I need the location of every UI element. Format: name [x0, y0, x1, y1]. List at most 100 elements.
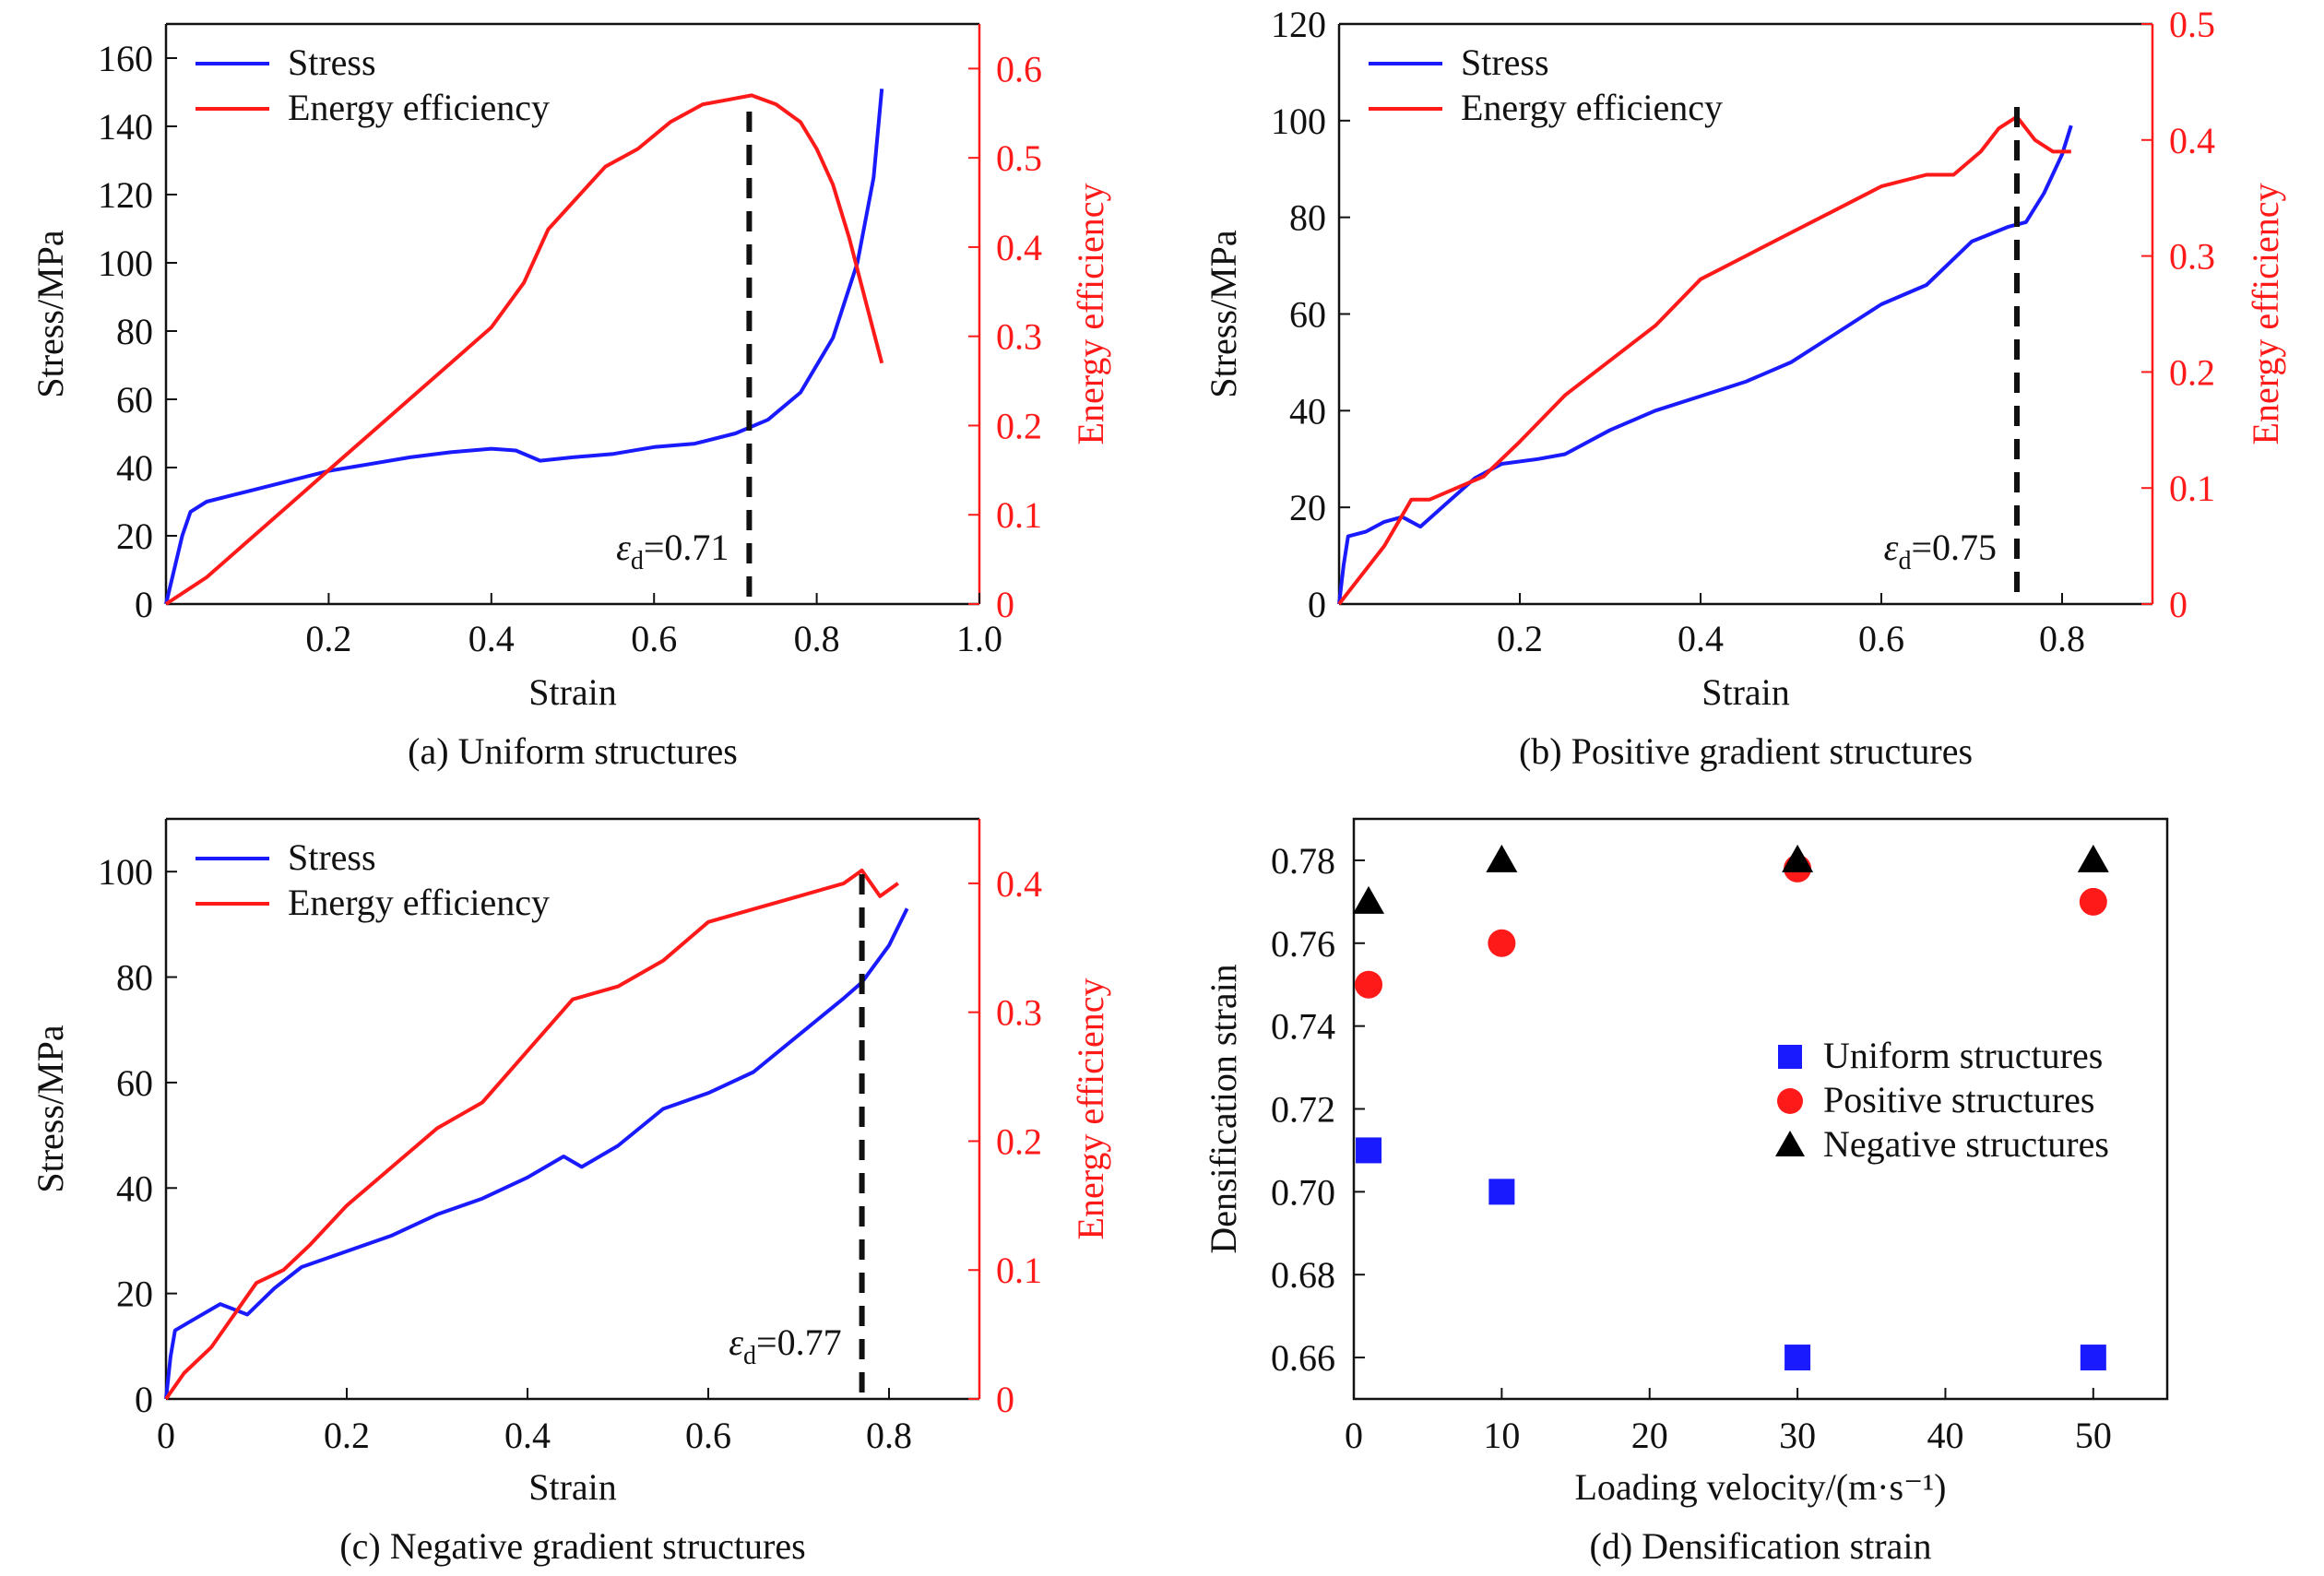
y2-tick-label: 0.4 — [996, 863, 1042, 905]
stress-line — [164, 907, 909, 1400]
y-tick-label: 20 — [116, 1274, 153, 1315]
y2-tick-label: 0.5 — [996, 137, 1042, 179]
x-tick-label: 0 — [157, 1415, 175, 1456]
densification-annotation: εd=0.71 — [616, 527, 729, 575]
legend-label: Stress — [288, 41, 376, 83]
y-tick-label: 0.66 — [1271, 1337, 1335, 1379]
x-tick-label: 0 — [1345, 1415, 1363, 1456]
y2-tick-label: 0 — [2169, 584, 2188, 625]
x-tick-label: 0.8 — [2039, 618, 2085, 659]
y2-axis-label: Energy efficiency — [1070, 184, 1111, 445]
y2-tick-label: 0.4 — [996, 227, 1042, 268]
panel-caption: (b) Positive gradient structures — [1519, 730, 1973, 772]
legend-label: Energy efficiency — [288, 87, 550, 128]
y2-axis-label: Energy efficiency — [1070, 978, 1111, 1240]
x-axis-label: Strain — [1702, 671, 1790, 713]
x-tick-label: 50 — [2075, 1415, 2112, 1456]
x-tick-label: 0.6 — [685, 1415, 731, 1456]
uniform-point — [1356, 1137, 1382, 1164]
positive-point — [1355, 970, 1383, 999]
y2-tick-label: 0.1 — [2169, 468, 2215, 509]
negative-point — [1353, 885, 1385, 914]
epsilon-subscript: d — [743, 1342, 756, 1370]
y-axis-label: Stress/MPa — [1203, 230, 1244, 397]
legend-circle-icon — [1777, 1088, 1803, 1114]
negative-point — [1486, 844, 1518, 872]
panel-c: 0 0.2 0.4 0.6 0.8 0 20 40 60 80 100 0 0.1 0.2 0.3 0.4 St… — [30, 817, 1111, 1567]
y-tick-label: 160 — [98, 38, 153, 79]
x-tick-label: 10 — [1483, 1415, 1520, 1456]
y-tick-label: 100 — [98, 851, 153, 893]
y2-tick-label: 0.6 — [996, 48, 1042, 89]
legend-label: Stress — [288, 836, 376, 878]
legend-label: Negative structures — [1823, 1123, 2109, 1165]
y-axis-label: Densification strain — [1203, 964, 1244, 1253]
y-tick-label: 0 — [1308, 584, 1326, 625]
stress-line — [1337, 124, 2073, 605]
y-tick-label: 0.68 — [1271, 1254, 1335, 1296]
y-tick-label: 140 — [98, 106, 153, 148]
x-tick-label: 0.8 — [866, 1415, 912, 1456]
y-tick-label: 80 — [116, 957, 153, 999]
uniform-point — [1784, 1345, 1811, 1371]
energy-efficiency-line — [164, 868, 899, 1401]
densification-value: =0.77 — [756, 1321, 842, 1363]
panel-caption: (a) Uniform structures — [408, 730, 738, 772]
y-tick-label: 40 — [1289, 390, 1326, 432]
y2-tick-label: 0.2 — [2169, 351, 2215, 393]
legend-square-icon — [1778, 1045, 1802, 1069]
epsilon-subscript: d — [1898, 547, 1911, 575]
y2-tick-label: 0.1 — [996, 1250, 1042, 1291]
x-axis-label: Loading velocity/(m·s⁻¹) — [1574, 1466, 1946, 1508]
y-tick-label: 0.78 — [1271, 840, 1335, 882]
epsilon-symbol: ε — [1884, 527, 1899, 568]
y2-tick-label: 0.2 — [996, 405, 1042, 446]
y2-tick-label: 0 — [996, 1379, 1014, 1420]
y-tick-label: 80 — [116, 311, 153, 352]
panel-a: 0.2 0.4 0.6 0.8 1.002040608010012014016000.1… — [30, 22, 1111, 772]
x-tick-label: 0.2 — [305, 618, 351, 659]
negative-point — [2077, 844, 2109, 872]
y-tick-label: 0 — [135, 584, 153, 625]
panel-d: 0 10 20 30 40 50 0.66 0.68 0.70 0.72 0.74 0.76 0.78 L… — [1203, 817, 2169, 1567]
x-tick-label: 40 — [1927, 1415, 1963, 1456]
y-tick-label: 60 — [1289, 294, 1326, 336]
energy-efficiency-line — [164, 93, 884, 606]
y-tick-label: 0.76 — [1271, 923, 1335, 965]
y-tick-label: 60 — [116, 379, 153, 421]
epsilon-subscript: d — [631, 547, 644, 575]
y2-tick-label: 0 — [996, 584, 1014, 625]
y2-tick-label: 0.1 — [996, 494, 1042, 536]
legend-triangle-icon — [1775, 1131, 1805, 1156]
x-axis-label: Strain — [528, 671, 617, 713]
epsilon-symbol: ε — [616, 527, 631, 568]
y2-tick-label: 0.3 — [2169, 236, 2215, 278]
legend-label: Positive structures — [1823, 1079, 2094, 1120]
y-tick-label: 100 — [1271, 101, 1326, 142]
x-tick-label: 0.6 — [1858, 618, 1904, 659]
stress-line — [164, 89, 884, 605]
positive-point — [2079, 887, 2107, 916]
x-tick-label: 0.2 — [324, 1415, 370, 1456]
y-tick-label: 0 — [135, 1379, 153, 1420]
x-tick-label: 0.2 — [1497, 618, 1543, 659]
y-tick-label: 100 — [98, 243, 153, 284]
y-tick-label: 0.74 — [1271, 1006, 1335, 1048]
densification-value: =0.75 — [1911, 527, 1997, 568]
x-tick-label: 20 — [1631, 1415, 1668, 1456]
x-tick-label: 0.4 — [1678, 618, 1724, 659]
x-tick-label: 0.4 — [468, 618, 515, 659]
positive-point — [1488, 929, 1516, 957]
y2-axis-label: Energy efficiency — [2245, 184, 2286, 445]
x-tick-label: 0.8 — [794, 618, 840, 659]
panel-caption: (d) Densification strain — [1590, 1525, 1932, 1567]
y-tick-label: 120 — [98, 174, 153, 216]
y-tick-label: 80 — [1289, 197, 1326, 239]
y2-tick-label: 0.4 — [2169, 120, 2215, 161]
legend-label: Energy efficiency — [1461, 87, 1723, 128]
y2-tick-label: 0.2 — [996, 1120, 1042, 1162]
y-tick-label: 120 — [1271, 4, 1326, 45]
negative-point — [1782, 844, 1814, 872]
energy-efficiency-line — [1337, 114, 2071, 606]
